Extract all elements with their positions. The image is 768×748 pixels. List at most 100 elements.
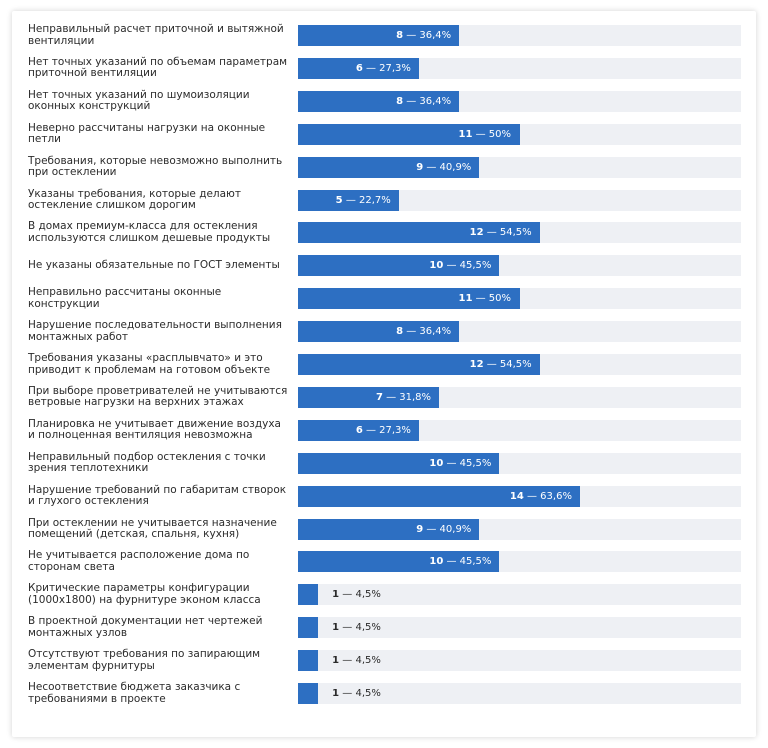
data-label-count: 1 bbox=[332, 688, 340, 699]
category-label: Не указаны обязательные по ГОСТ элементы bbox=[28, 259, 280, 272]
category-label: В проектной документации нет чертежей мо… bbox=[28, 615, 263, 639]
data-label-count: 11 bbox=[458, 293, 473, 305]
bar-track: 6 — 27,3% bbox=[298, 57, 741, 79]
data-label-count: 11 bbox=[458, 128, 473, 140]
data-label-percent: — 45,5% bbox=[443, 260, 492, 272]
data-label-count: 1 bbox=[332, 655, 340, 667]
bar bbox=[298, 189, 399, 211]
data-label: 10 — 45,5% bbox=[429, 255, 491, 276]
data-label-percent: — 63,6% bbox=[523, 490, 572, 502]
data-label: 8 — 36,4% bbox=[396, 321, 451, 342]
bar bbox=[298, 255, 500, 277]
category-label: Критические параметры конфигурации (1000… bbox=[28, 582, 261, 606]
data-label-percent: — 54,5% bbox=[483, 227, 532, 239]
bar-track: 14 — 63,6% bbox=[298, 485, 741, 507]
category-label: Указаны требования, которые делают остек… bbox=[28, 187, 242, 211]
category-label: Требования, которые невозможно выполнить… bbox=[28, 154, 283, 179]
data-label-count: 14 bbox=[509, 490, 524, 502]
data-label-percent: — 31,8% bbox=[382, 391, 432, 403]
category-label: В домах премиум-класса для остекления ис… bbox=[28, 220, 271, 244]
data-label-percent: — 4,5% bbox=[339, 688, 381, 699]
data-label-count: 7 bbox=[375, 391, 383, 403]
data-label: 1 — 4,5% bbox=[332, 584, 381, 605]
bar-track: 11 — 50% bbox=[298, 288, 741, 310]
data-label-count: 8 bbox=[396, 30, 404, 41]
bar-track: 6 — 27,3% bbox=[298, 419, 741, 441]
data-label: 11 — 50% bbox=[459, 288, 512, 309]
category-label: Нет точных указаний по объемам параметра… bbox=[28, 55, 288, 80]
category-label: Требования указаны «расплывчато» и это п… bbox=[28, 352, 271, 376]
data-label: 9 — 40,9% bbox=[416, 157, 471, 178]
category-label: Нарушение требований по габаритам створо… bbox=[28, 483, 287, 508]
data-label-count: 12 bbox=[469, 227, 484, 239]
data-label-percent: — 4,5% bbox=[339, 622, 381, 634]
bar-track: 10 — 45,5% bbox=[298, 255, 741, 277]
bar bbox=[298, 551, 500, 573]
bar-track: 9 — 40,9% bbox=[298, 518, 741, 540]
bar-track: 12 — 54,5% bbox=[298, 222, 741, 244]
bar-track: 8 — 36,4% bbox=[298, 25, 741, 46]
category-label: Несоответствие бюджета заказчика с требо… bbox=[28, 681, 241, 705]
data-label-percent: — 22,7% bbox=[342, 194, 391, 206]
data-label-count: 5 bbox=[335, 194, 343, 206]
data-label-percent: — 4,5% bbox=[339, 655, 381, 667]
bar bbox=[298, 57, 419, 79]
data-label-percent: — 36,4% bbox=[403, 326, 452, 338]
data-label-count: 10 bbox=[429, 457, 444, 469]
data-label-count: 8 bbox=[396, 95, 404, 107]
data-label-count: 6 bbox=[355, 62, 363, 74]
bar bbox=[298, 683, 319, 704]
data-label-count: 9 bbox=[416, 523, 424, 535]
data-label-percent: — 4,5% bbox=[339, 589, 381, 601]
bar bbox=[298, 321, 460, 343]
category-label: Неверно рассчитаны нагрузки на оконные п… bbox=[28, 121, 266, 146]
data-label: 6 — 27,3% bbox=[356, 420, 411, 441]
bar bbox=[298, 222, 540, 244]
bar-track: 1 — 4,5% bbox=[298, 650, 741, 672]
data-label-percent: — 45,5% bbox=[443, 556, 492, 568]
data-label: 12 — 54,5% bbox=[470, 222, 532, 243]
category-label: Не учитывается расположение дома по стор… bbox=[28, 549, 250, 573]
data-label: 10 — 45,5% bbox=[429, 551, 491, 572]
data-label-count: 1 bbox=[332, 622, 340, 634]
data-label: 8 — 36,4% bbox=[396, 25, 451, 46]
bar bbox=[298, 354, 540, 375]
bar-track: 9 — 40,9% bbox=[298, 156, 741, 178]
category-label: Планировка не учитывает движение воздуха… bbox=[28, 417, 281, 442]
category-label: Неправильный подбор остекления с точки з… bbox=[28, 450, 266, 475]
bar bbox=[298, 386, 439, 408]
bar bbox=[298, 584, 319, 606]
data-label-count: 9 bbox=[416, 161, 424, 173]
data-label-count: 8 bbox=[396, 326, 404, 338]
bar-track: 5 — 22,7% bbox=[298, 189, 741, 211]
data-label-percent: — 50% bbox=[472, 293, 512, 305]
data-label: 12 — 54,5% bbox=[470, 354, 532, 375]
bar bbox=[298, 617, 319, 639]
data-label: 11 — 50% bbox=[459, 124, 512, 145]
data-label-percent: — 40,9% bbox=[423, 161, 472, 173]
data-label: 5 — 22,7% bbox=[336, 190, 391, 211]
bar-track: 12 — 54,5% bbox=[298, 354, 741, 375]
data-label: 14 — 63,6% bbox=[510, 486, 572, 507]
category-label: Неправильно рассчитаны оконные конструкц… bbox=[28, 286, 222, 310]
data-label-count: 6 bbox=[355, 424, 363, 436]
data-label-percent: — 45,5% bbox=[443, 457, 492, 469]
bar-track: 10 — 45,5% bbox=[298, 551, 741, 573]
data-label-percent: — 36,4% bbox=[403, 30, 452, 41]
bar-track: 7 — 31,8% bbox=[298, 386, 741, 408]
data-label-percent: — 27,3% bbox=[362, 424, 411, 436]
bar bbox=[298, 288, 520, 310]
bar bbox=[298, 123, 520, 145]
data-label: 7 — 31,8% bbox=[376, 387, 431, 408]
data-label: 1 — 4,5% bbox=[332, 650, 381, 671]
bar-track: 11 — 50% bbox=[298, 123, 741, 145]
data-label-percent: — 50% bbox=[472, 128, 512, 140]
bar-track: 1 — 4,5% bbox=[298, 617, 741, 639]
data-label-percent: — 36,4% bbox=[403, 95, 452, 107]
data-label: 6 — 27,3% bbox=[356, 58, 411, 79]
category-label: При остеклении не учитывается назначение… bbox=[28, 516, 277, 540]
bar-track: 8 — 36,4% bbox=[298, 321, 741, 343]
bar-track: 10 — 45,5% bbox=[298, 452, 741, 474]
category-label: Нарушение последовательности выполнения … bbox=[28, 319, 282, 343]
bar bbox=[298, 485, 580, 507]
